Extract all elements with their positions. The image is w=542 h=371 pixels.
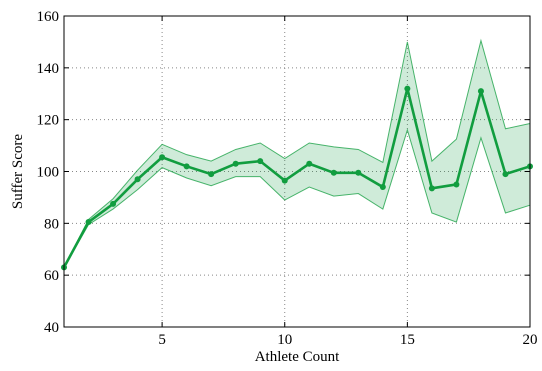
x-tick-label: 5 <box>158 332 166 348</box>
data-point <box>281 177 288 184</box>
data-point <box>306 160 313 167</box>
data-point <box>502 171 509 178</box>
y-tick-label: 40 <box>44 320 59 336</box>
data-point <box>355 169 362 176</box>
data-point <box>257 158 264 165</box>
x-tick-label: 20 <box>523 332 538 348</box>
axis-ticks: 5 10 15 20 40 60 80 100 120 140 160 <box>37 9 538 348</box>
data-point <box>85 219 92 226</box>
confidence-band <box>63 38 531 268</box>
data-point <box>110 200 117 207</box>
data-point <box>159 154 166 161</box>
y-axis-label: Suffer Score <box>10 134 26 209</box>
data-point <box>404 85 411 92</box>
y-tick-label: 100 <box>37 165 60 181</box>
data-points <box>61 85 533 271</box>
data-point <box>428 185 435 192</box>
data-point <box>208 171 215 178</box>
data-point <box>477 88 484 95</box>
y-tick-label: 60 <box>44 268 59 284</box>
y-tick-label: 120 <box>37 113 60 129</box>
x-axis-label: Athlete Count <box>255 349 340 365</box>
data-point <box>379 184 386 191</box>
data-point <box>134 176 141 183</box>
data-point <box>330 169 337 176</box>
data-point <box>232 160 239 167</box>
series-line <box>62 87 531 269</box>
y-tick-label: 80 <box>44 216 59 232</box>
y-tick-label: 140 <box>37 61 60 77</box>
data-point <box>453 181 460 188</box>
data-point <box>183 163 190 170</box>
y-tick-label: 160 <box>37 9 60 25</box>
x-tick-label: 10 <box>277 332 292 348</box>
x-tick-label: 15 <box>400 332 415 348</box>
